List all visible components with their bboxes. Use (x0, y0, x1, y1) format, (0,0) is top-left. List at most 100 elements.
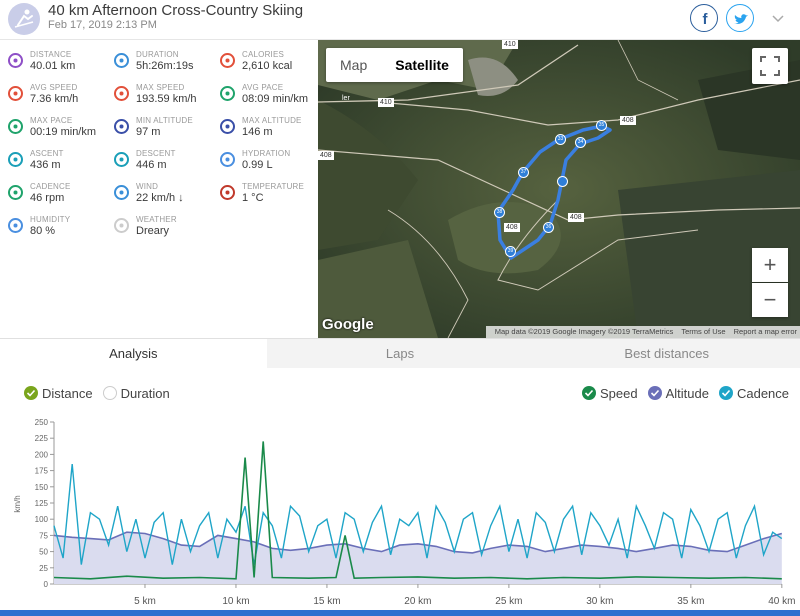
x-tick-label: 30 km (586, 596, 613, 607)
stat-value: 146 m (242, 126, 273, 138)
route-map[interactable]: 410 410 408 408 408 408 ler 35 34 37 33 … (318, 40, 800, 338)
route-marker[interactable] (557, 176, 568, 187)
descent-icon (114, 152, 129, 167)
y-tick-label: 0 (44, 580, 49, 589)
stat-label: DESCENT (136, 149, 176, 158)
route-marker[interactable]: 35 (596, 120, 607, 131)
satellite-view-button[interactable]: Satellite (395, 57, 449, 73)
checked-icon (647, 386, 662, 400)
facebook-share-button[interactable]: f (690, 4, 718, 32)
stat-ascent: ASCENT 436 m (8, 149, 112, 179)
cadence-toggle[interactable]: Cadence (718, 385, 790, 401)
cadence-series-line (53, 464, 783, 565)
zoom-in-button[interactable]: + (752, 248, 788, 282)
google-logo: Google (322, 316, 374, 333)
zoom-out-button[interactable]: − (752, 283, 788, 317)
stat-weather: WEATHER Dreary (114, 215, 218, 245)
checked-icon (24, 386, 38, 400)
x-tick-label: 35 km (677, 596, 704, 607)
stat-label: AVG PACE (242, 83, 284, 92)
report-map-error-link[interactable]: Report a map error (733, 327, 797, 336)
y-tick-label: 100 (35, 515, 49, 524)
fullscreen-button[interactable] (752, 48, 788, 84)
map-view-button[interactable]: Map (340, 57, 368, 73)
tab-analysis[interactable]: Analysis (0, 339, 267, 368)
route-marker[interactable]: 39 (505, 246, 516, 257)
stat-humidity: HUMIDITY 80 % (8, 215, 112, 245)
speed-label: Speed (600, 385, 638, 401)
stat-value: 46 rpm (30, 192, 65, 204)
flame-icon (220, 53, 235, 68)
mountain-icon (220, 119, 235, 134)
stat-max-pace: MAX PACE 00:19 min/km (8, 116, 112, 146)
stat-value: 2,610 kcal (242, 60, 293, 72)
chevron-down-icon[interactable] (770, 10, 786, 26)
route-marker[interactable]: 38 (494, 207, 505, 218)
skiing-icon (8, 3, 40, 35)
stat-value: 0.99 L (242, 159, 273, 171)
stat-label: MIN ALTITUDE (136, 116, 193, 125)
x-tick-label: 20 km (404, 596, 431, 607)
stat-value: 7.36 km/h (30, 93, 79, 105)
humidity-icon (8, 218, 23, 233)
distance-toggle[interactable]: Distance (24, 386, 93, 401)
y-tick-label: 75 (39, 531, 48, 540)
twitter-share-button[interactable] (726, 4, 754, 32)
stat-value: 97 m (136, 126, 161, 138)
route-marker[interactable]: 33 (555, 134, 566, 145)
duration-toggle[interactable]: Duration (102, 386, 170, 401)
terms-of-use-link[interactable]: Terms of Use (681, 327, 726, 336)
ascent-icon (8, 152, 23, 167)
tab-laps[interactable]: Laps (385, 346, 415, 361)
stat-min-altitude: MIN ALTITUDE 97 m (114, 116, 218, 146)
y-tick-label: 250 (35, 418, 49, 427)
stat-label: MAX PACE (30, 116, 73, 125)
mountain-icon (114, 119, 129, 134)
altitude-toggle[interactable]: Altitude (647, 385, 709, 401)
wind-icon (114, 185, 129, 200)
activity-header: 40 km Afternoon Cross-Country Skiing Feb… (0, 0, 800, 40)
road-label: 408 (568, 213, 584, 222)
altitude-label: Altitude (665, 385, 709, 401)
stat-max-speed: MAX SPEED 193.59 km/h (114, 83, 218, 113)
stat-label: MAX ALTITUDE (242, 116, 302, 125)
satellite-imagery[interactable] (318, 40, 800, 338)
y-tick-label: 175 (35, 467, 49, 476)
activity-chart[interactable]: 0 25 50 75 100 125 150 175 200 225 250 km/h 5 km 10 k… (0, 412, 800, 612)
stat-distance: DISTANCE 40.01 km (8, 50, 112, 80)
stat-avg-pace: AVG PACE 08:09 min/km (220, 83, 324, 113)
route-marker[interactable]: 36 (543, 222, 554, 233)
stat-label: WEATHER (136, 215, 177, 224)
stat-avg-speed: AVG SPEED 7.36 km/h (8, 83, 112, 113)
stat-label: DURATION (136, 50, 179, 59)
stat-max-altitude: MAX ALTITUDE 146 m (220, 116, 324, 146)
road-label: 408 (318, 151, 334, 160)
pace-icon (8, 119, 23, 134)
stat-calories: CALORIES 2,610 kcal (220, 50, 324, 80)
cloud-icon (114, 218, 129, 233)
stat-value: 22 km/h ↓ (136, 192, 184, 204)
stat-duration: DURATION 5h:26m:19s (114, 50, 218, 80)
unchecked-icon (102, 386, 117, 400)
fullscreen-icon (760, 56, 780, 76)
cadence-icon (8, 185, 23, 200)
road-label: 410 (502, 40, 518, 49)
speed-toggle[interactable]: Speed (582, 386, 638, 401)
stat-value: 08:09 min/km (242, 93, 309, 105)
tab-best-distances[interactable]: Best distances (624, 346, 709, 361)
stat-label: ASCENT (30, 149, 64, 158)
stat-label: WIND (136, 182, 159, 191)
map-type-control: Map Satellite (326, 48, 463, 82)
stat-temperature: TEMPERATURE 1 °C (220, 182, 324, 212)
y-tick-label: 150 (35, 483, 49, 492)
route-marker[interactable]: 34 (575, 137, 586, 148)
stat-value: 193.59 km/h (136, 93, 197, 105)
cadence-label: Cadence (736, 385, 790, 401)
map-data-credit: Map data ©2019 Google Imagery ©2019 Terr… (494, 327, 674, 336)
thermometer-icon (220, 185, 235, 200)
stat-label: HYDRATION (242, 149, 291, 158)
y-tick-label: 200 (35, 450, 49, 459)
stat-label: CADENCE (30, 182, 71, 191)
route-marker[interactable]: 37 (518, 167, 529, 178)
series-toggles: Speed Altitude Cadence (582, 384, 789, 402)
